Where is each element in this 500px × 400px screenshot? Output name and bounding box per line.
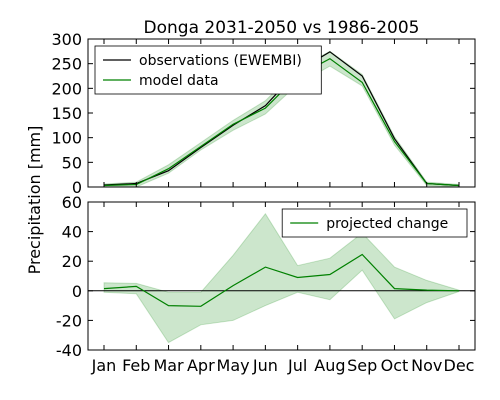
xtick-label-aug: Aug [314,356,345,375]
xtick-label-may: May [217,356,250,375]
top-ytick-label: 50 [62,153,82,172]
bottom-legend: projected change [281,208,468,238]
bottom-ytick-label: 60 [62,193,82,212]
top-legend-box [94,45,322,95]
top-ytick-label: 150 [51,104,82,123]
bottom-ytick-label: 20 [62,252,82,271]
xtick-label-jan: Jan [91,356,117,375]
xtick-label-nov: Nov [411,356,442,375]
top-legend-label-1: model data [139,73,219,89]
bottom-legend-label-0: projected change [326,216,448,232]
top-panel-observations-vs-model: 0 50 100 150 200 250 300 observations (EWEMBI) m… [51,30,476,197]
bottom-ytick-label: 0 [72,282,82,301]
xtick-label-apr: Apr [187,356,215,375]
top-ytick-label: 0 [72,178,82,197]
chart-title: Donga 2031-2050 vs 1986-2005 [144,18,420,38]
xtick-label-sep: Sep [347,356,377,375]
xtick-label-jun: Jun [252,356,278,375]
top-ytick-label: 100 [51,129,82,148]
bottom-ytick-label: -40 [56,341,82,360]
bottom-axes-frame [87,201,476,351]
top-ytick-label: 200 [51,79,82,98]
bottom-ytick-label: -20 [56,311,82,330]
xtick-label-feb: Feb [122,356,150,375]
top-legend-label-0: observations (EWEMBI) [139,53,302,69]
bottom-series-0-uncertainty-band [103,212,460,344]
bottom-panel-projected-change: -40 -20 0 20 40 60 Jan Feb Mar Apr May Jun Jul Aug Sep… [56,193,476,375]
xtick-label-dec: Dec [444,356,475,375]
bottom-series-line-0 [103,253,460,307]
xtick-label-oct: Oct [381,356,409,375]
bottom-ytick-label: 40 [62,223,82,242]
xtick-label-jul: Jul [287,356,307,375]
top-ytick-label: 300 [51,30,82,49]
top-legend: observations (EWEMBI) model data [94,45,322,95]
xtick-label-mar: Mar [153,356,184,375]
y-axis-label: Precipitation [mm] [25,126,44,275]
top-ytick-label: 250 [51,55,82,74]
